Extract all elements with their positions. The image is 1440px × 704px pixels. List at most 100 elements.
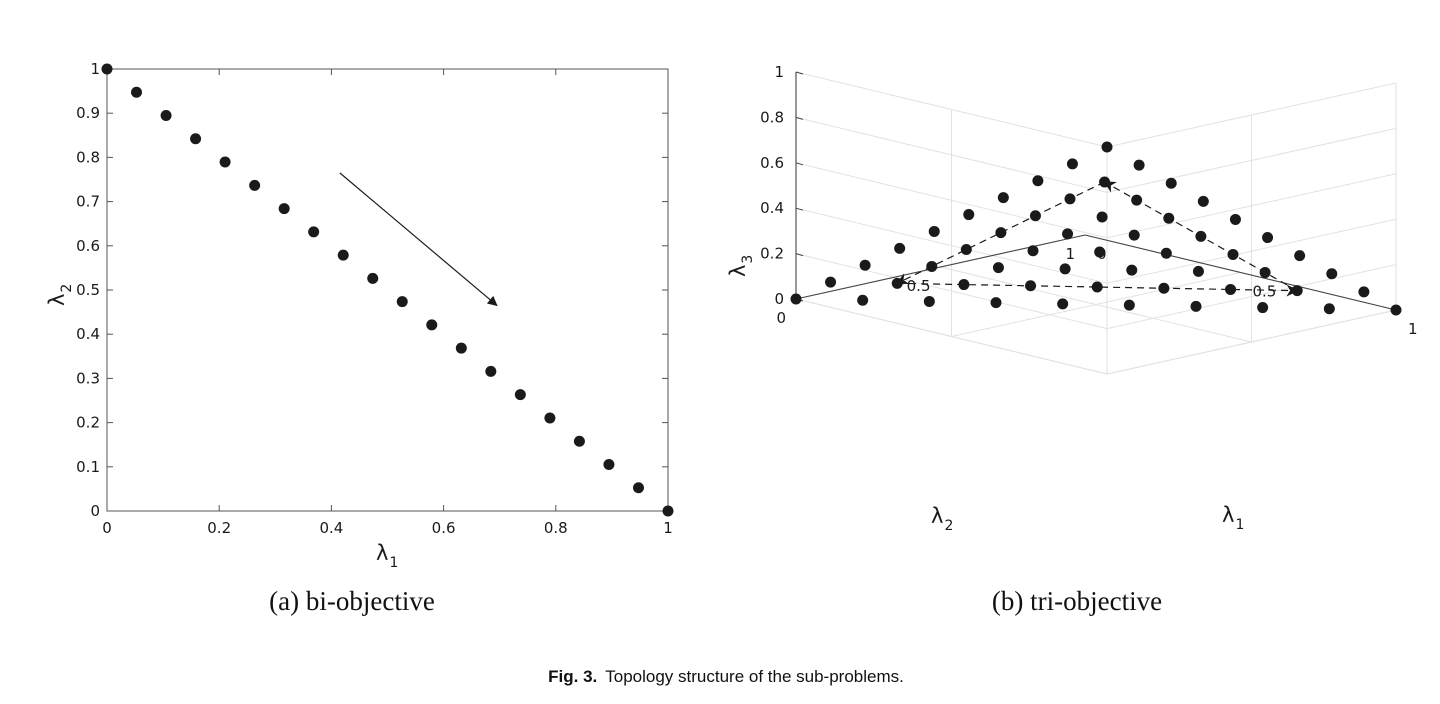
data-point xyxy=(1158,282,1170,294)
x-tick-label: 0 xyxy=(102,519,112,537)
data-point xyxy=(1192,265,1204,277)
z-tick xyxy=(795,71,804,75)
x-tick-label: 0.4 xyxy=(319,519,343,537)
data-point xyxy=(1326,268,1338,280)
tick-labels: 0 0.2 0.4 0.6 0.8 1 0 0.1 0.2 0.3 0.4 0.5 0.6 0.7 0.8 0… xyxy=(76,60,673,537)
data-point xyxy=(1294,250,1306,262)
data-point xyxy=(891,277,903,289)
x-tick-label: 1 xyxy=(1408,320,1418,338)
data-point xyxy=(963,209,975,221)
data-point xyxy=(1358,286,1370,298)
data-point xyxy=(1064,193,1076,205)
data-point xyxy=(1057,298,1069,310)
y-tick-label: 0.1 xyxy=(76,458,100,476)
z-tick xyxy=(795,253,804,257)
data-point xyxy=(455,342,467,354)
direction-arrow xyxy=(339,172,498,307)
data-point xyxy=(1262,232,1274,244)
data-point xyxy=(958,279,970,291)
subplot-caption-b: (b) tri-objective xyxy=(992,586,1162,616)
data-point xyxy=(992,262,1004,274)
axis-ticks xyxy=(106,68,669,512)
data-point xyxy=(960,244,972,256)
data-point xyxy=(1160,247,1172,259)
y-tick-label: 0.3 xyxy=(76,369,100,387)
data-points xyxy=(790,141,1402,316)
data-point xyxy=(1227,248,1239,260)
bi-objective-chart: 0 0.2 0.4 0.6 0.8 1 0 0.1 0.2 0.3 0.4 0.5 0.6 0.7 0.8 0… xyxy=(45,60,674,616)
data-point xyxy=(1323,303,1335,315)
y-tick-label: 0.2 xyxy=(76,414,100,432)
data-point xyxy=(160,110,172,122)
data-point xyxy=(1062,228,1074,240)
data-point xyxy=(1229,213,1241,225)
axis-lines xyxy=(795,71,1397,311)
y-tick-label: 0.6 xyxy=(76,237,100,255)
data-point xyxy=(632,482,644,494)
data-point xyxy=(1101,141,1113,153)
data-point xyxy=(926,260,938,272)
y-tick-label: 0 xyxy=(90,502,100,520)
direction-arrows xyxy=(896,181,1299,297)
data-point xyxy=(1096,211,1108,223)
x-tick-label: 0.2 xyxy=(207,519,231,537)
data-point xyxy=(308,226,320,238)
z-tick-label: 0 xyxy=(774,290,784,308)
data-point xyxy=(131,86,143,98)
data-point xyxy=(367,272,379,284)
data-point xyxy=(1025,280,1037,292)
y-tick-label: 0.8 xyxy=(76,148,100,166)
plot-area-frame xyxy=(106,68,669,512)
y-axis-label: λ2 xyxy=(931,504,953,534)
data-point xyxy=(997,192,1009,204)
z-tick-label: 1 xyxy=(774,63,784,81)
data-point xyxy=(1291,285,1303,297)
z-tick xyxy=(795,207,804,211)
data-point xyxy=(396,296,408,308)
data-point xyxy=(790,293,802,305)
data-point xyxy=(426,319,438,331)
data-point xyxy=(662,505,674,517)
data-point xyxy=(1131,194,1143,206)
y-tick-label: 0.9 xyxy=(76,104,100,122)
data-point xyxy=(1027,245,1039,257)
data-point xyxy=(1165,177,1177,189)
data-point xyxy=(1133,159,1145,171)
figure-caption: Fig. 3. Topology structure of the sub-pro… xyxy=(548,667,904,686)
data-point xyxy=(219,156,231,168)
y-tick-label: 0.5 xyxy=(907,277,931,295)
data-point xyxy=(249,179,261,191)
grid-lines xyxy=(795,71,1397,375)
data-point xyxy=(1123,299,1135,311)
data-point xyxy=(1128,229,1140,241)
subplot-caption-a: (a) bi-objective xyxy=(269,586,435,616)
data-point xyxy=(857,294,869,306)
data-point xyxy=(603,458,615,470)
y-tick-label: 0.7 xyxy=(76,193,100,211)
y-tick-label: 0 xyxy=(776,309,786,327)
axis-line xyxy=(1084,234,1397,311)
y-tick-label: 1 xyxy=(90,60,100,78)
data-point xyxy=(485,365,497,377)
data-point xyxy=(337,249,349,261)
x-axis-label: λ1 xyxy=(1222,503,1244,533)
data-point xyxy=(190,133,202,145)
data-point xyxy=(923,295,935,307)
z-axis-label: λ3 xyxy=(726,255,756,277)
data-point xyxy=(825,276,837,288)
z-tick-label: 0.8 xyxy=(760,108,784,126)
data-point xyxy=(1259,267,1271,279)
y-axis-label: λ2 xyxy=(45,284,75,306)
data-point xyxy=(1099,176,1111,188)
data-point xyxy=(278,203,290,215)
data-point xyxy=(1190,300,1202,312)
data-point xyxy=(1059,263,1071,275)
y-tick-label: 0.4 xyxy=(76,325,100,343)
data-point xyxy=(1390,304,1402,316)
data-point xyxy=(544,412,556,424)
data-point xyxy=(514,389,526,401)
data-point xyxy=(1094,246,1106,258)
